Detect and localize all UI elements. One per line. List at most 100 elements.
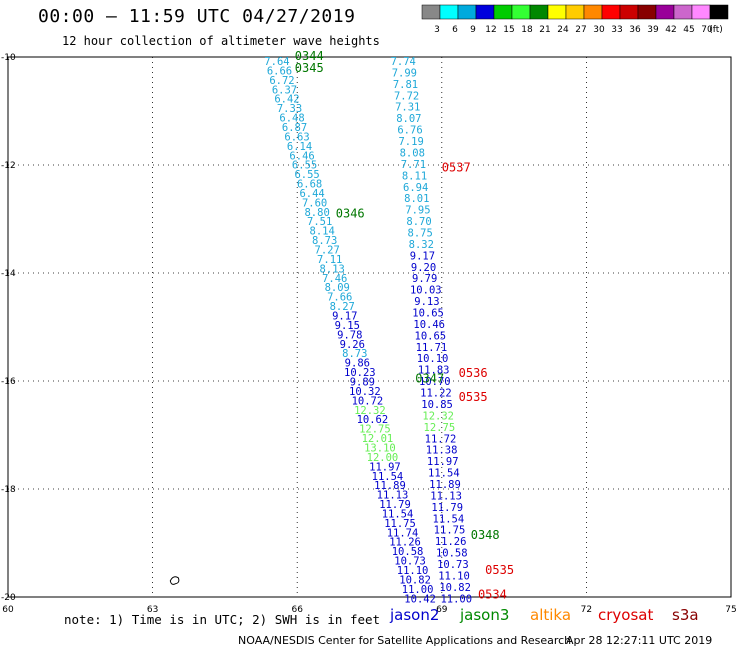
generated-timestamp: Apr 28 12:27:11 UTC 2019 bbox=[566, 634, 713, 647]
lat-tick-label: -18 bbox=[1, 485, 16, 495]
legend-label: 15 bbox=[503, 25, 514, 35]
track-0-wave-height: 8.73 bbox=[312, 235, 337, 247]
lat-tick-label: -16 bbox=[1, 377, 16, 387]
track-1-wave-height: 11.72 bbox=[425, 433, 457, 445]
track-0-wave-height: 12.32 bbox=[354, 405, 386, 417]
track-0-wave-height: 6.42 bbox=[274, 94, 299, 106]
pass-label: 0536 bbox=[459, 366, 488, 380]
lon-tick-label: 63 bbox=[147, 605, 158, 615]
track-1-wave-height: 11.26 bbox=[435, 536, 467, 548]
track-1-wave-height: 8.11 bbox=[402, 170, 427, 182]
track-1-wave-height: 8.75 bbox=[408, 227, 433, 239]
footer-note: note: 1) Time is in UTC; 2) SWH is in fe… bbox=[64, 612, 381, 627]
track-1-wave-height: 10.46 bbox=[413, 319, 445, 331]
track-0-wave-height: 6.48 bbox=[279, 113, 304, 125]
legend-label: 45 bbox=[683, 25, 694, 35]
lon-tick-label: 60 bbox=[2, 605, 14, 615]
track-1-wave-height: 7.74 bbox=[391, 56, 416, 68]
track-0-wave-height: 6.55 bbox=[294, 169, 319, 181]
track-1-wave-height: 6.94 bbox=[403, 182, 428, 194]
track-0-wave-height: 9.78 bbox=[337, 329, 362, 341]
track-0-wave-height: 11.00 bbox=[402, 584, 434, 596]
track-1-wave-height: 11.71 bbox=[416, 342, 448, 354]
track-0-wave-height: 7.66 bbox=[327, 292, 352, 304]
lat-tick-label: -12 bbox=[1, 161, 16, 171]
track-0-wave-height: 11.89 bbox=[374, 480, 406, 492]
track-0-wave-height: 9.15 bbox=[335, 320, 360, 332]
legend-label: 3 bbox=[434, 25, 440, 35]
satellite-s3a: s3a bbox=[672, 606, 699, 624]
track-1-wave-height: 7.72 bbox=[394, 90, 419, 102]
track-0-wave-height: 11.79 bbox=[379, 499, 411, 511]
track-0-wave-height: 8.09 bbox=[325, 282, 350, 294]
legend-label: 42 bbox=[665, 25, 676, 35]
lon-tick-label: 72 bbox=[581, 605, 592, 615]
satellite-cryosat: cryosat bbox=[598, 606, 654, 624]
track-0-wave-height: 10.62 bbox=[357, 414, 389, 426]
track-0-wave-height: 11.74 bbox=[387, 527, 419, 539]
pass-label: 0535 bbox=[485, 563, 514, 577]
legend-swatch bbox=[709, 4, 729, 20]
legend-label: 21 bbox=[539, 25, 550, 35]
legend-label: 36 bbox=[629, 25, 641, 35]
legend-label: 27 bbox=[575, 25, 586, 35]
track-0-wave-height: 10.73 bbox=[394, 556, 426, 568]
track-0-wave-height: 7.60 bbox=[302, 197, 327, 209]
track-0-wave-height: 6.63 bbox=[284, 131, 309, 143]
track-0-wave-height: 12.75 bbox=[359, 424, 391, 436]
pass-label: 0344 bbox=[295, 49, 324, 63]
track-0-wave-height: 11.54 bbox=[372, 471, 404, 483]
track-1-wave-height: 11.10 bbox=[438, 570, 470, 582]
track-1-wave-height: 10.65 bbox=[412, 308, 444, 320]
track-0-wave-height: 6.68 bbox=[297, 179, 322, 191]
legend-label: 24 bbox=[557, 25, 569, 35]
track-1-wave-height: 11.13 bbox=[430, 490, 462, 502]
legend-label: 33 bbox=[611, 25, 622, 35]
track-0-wave-height: 9.86 bbox=[345, 358, 370, 370]
legend-label: 12 bbox=[485, 25, 496, 35]
pass-label: 0537 bbox=[442, 161, 471, 175]
track-0-wave-height: 6.14 bbox=[287, 141, 312, 153]
track-0-wave-height: 11.13 bbox=[377, 490, 409, 502]
track-1-wave-height: 11.75 bbox=[434, 525, 466, 537]
track-1-wave-height: 10.70 bbox=[419, 376, 451, 388]
track-1-wave-height: 10.82 bbox=[439, 582, 471, 594]
pass-label: 0345 bbox=[295, 61, 324, 75]
track-0-wave-height: 9.89 bbox=[350, 376, 375, 388]
pass-label: 0347 bbox=[415, 371, 444, 385]
track-0-wave-height: 7.33 bbox=[277, 103, 302, 115]
track-1-wave-height: 11.79 bbox=[431, 502, 463, 514]
track-0-wave-height: 8.14 bbox=[310, 226, 335, 238]
track-0-wave-height: 8.13 bbox=[320, 263, 345, 275]
legend-unit: (ft) bbox=[709, 25, 723, 35]
track-1-wave-height: 10.03 bbox=[410, 285, 442, 297]
track-1-wave-height: 11.22 bbox=[420, 388, 452, 400]
track-1-wave-height: 10.73 bbox=[437, 559, 469, 571]
track-0-wave-height: 8.80 bbox=[304, 207, 329, 219]
credit-line: NOAA/NESDIS Center for Satellite Applica… bbox=[238, 634, 572, 647]
track-0-wave-height: 6.46 bbox=[289, 150, 314, 162]
track-0-wave-height: 10.42 bbox=[404, 593, 436, 605]
track-0-wave-height: 11.26 bbox=[389, 537, 421, 549]
track-1-wave-height: 10.10 bbox=[417, 353, 449, 365]
track-1-wave-height: 9.17 bbox=[410, 250, 435, 262]
track-1-wave-height: 7.19 bbox=[398, 136, 423, 148]
track-0-wave-height: 6.44 bbox=[299, 188, 324, 200]
legend-label: 9 bbox=[470, 25, 476, 35]
track-0-wave-height: 7.46 bbox=[322, 273, 347, 285]
pass-label: 0348 bbox=[471, 528, 500, 542]
lat-tick-label: -10 bbox=[1, 53, 16, 63]
island-rodrigues-icon bbox=[169, 576, 180, 585]
track-0-wave-height: 13.10 bbox=[364, 442, 396, 454]
track-1-wave-height: 8.70 bbox=[406, 216, 431, 228]
track-1-wave-height: 7.71 bbox=[401, 159, 426, 171]
track-0-wave-height: 10.72 bbox=[352, 395, 384, 407]
map-title: 00:00 – 11:59 UTC 04/27/2019 bbox=[38, 6, 356, 27]
track-1-wave-height: 9.79 bbox=[412, 273, 437, 285]
track-0-wave-height: 6.87 bbox=[282, 122, 307, 134]
lon-tick-label: 75 bbox=[725, 605, 736, 615]
legend-label: 18 bbox=[521, 25, 533, 35]
track-1-wave-height: 9.13 bbox=[414, 296, 439, 308]
pass-label: 0534 bbox=[478, 587, 507, 601]
